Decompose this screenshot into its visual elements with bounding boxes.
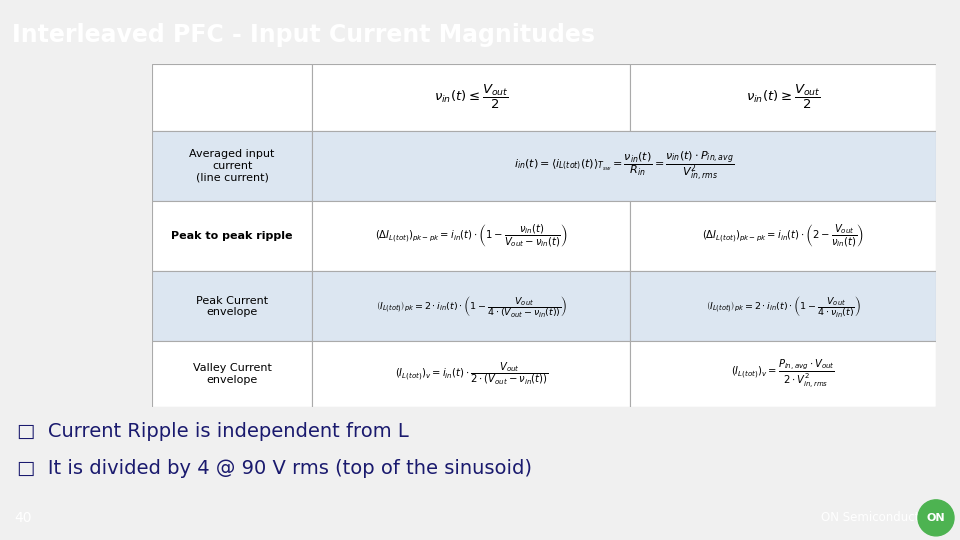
FancyBboxPatch shape xyxy=(312,64,630,131)
Ellipse shape xyxy=(918,500,954,536)
Text: Averaged input
current
(line current): Averaged input current (line current) xyxy=(189,149,275,183)
FancyBboxPatch shape xyxy=(152,64,312,131)
FancyBboxPatch shape xyxy=(312,201,630,271)
FancyBboxPatch shape xyxy=(630,271,936,341)
Text: 40: 40 xyxy=(14,511,32,525)
FancyBboxPatch shape xyxy=(152,341,312,407)
Text: $\left(I_{L(tot)}\right)_{v} = \dfrac{P_{in,avg} \cdot V_{out}}{2 \cdot V_{in,rm: $\left(I_{L(tot)}\right)_{v} = \dfrac{P_… xyxy=(732,358,835,390)
Text: $(\Delta I_{L(tot)})_{pk-pk} = i_{in}(t) \cdot \left(2 - \dfrac{V_{out}}{\nu_{in: $(\Delta I_{L(tot)})_{pk-pk} = i_{in}(t)… xyxy=(703,222,864,249)
FancyBboxPatch shape xyxy=(152,201,312,271)
Text: $\nu_{in}(t) \leq \dfrac{V_{out}}{2}$: $\nu_{in}(t) \leq \dfrac{V_{out}}{2}$ xyxy=(434,83,509,111)
FancyBboxPatch shape xyxy=(152,131,312,201)
Text: ON Semiconductor®: ON Semiconductor® xyxy=(821,511,943,524)
Text: $\nu_{in}(t) \geq \dfrac{V_{out}}{2}$: $\nu_{in}(t) \geq \dfrac{V_{out}}{2}$ xyxy=(746,83,821,111)
FancyBboxPatch shape xyxy=(312,341,630,407)
Text: $i_{in}(t) = \langle i_{L(tot)}(t) \rangle_{T_{sw}} = \dfrac{\nu_{in}(t)}{R_{in}: $i_{in}(t) = \langle i_{L(tot)}(t) \rang… xyxy=(514,150,734,182)
Text: Peak Current
envelope: Peak Current envelope xyxy=(196,295,268,317)
FancyBboxPatch shape xyxy=(630,64,936,131)
Text: $\left(I_{L(tot)}\right)_{v} = i_{in}(t) \cdot \dfrac{V_{out}}{2 \cdot (V_{out} : $\left(I_{L(tot)}\right)_{v} = i_{in}(t)… xyxy=(395,361,548,387)
Text: Interleaved PFC - Input Current Magnitudes: Interleaved PFC - Input Current Magnitud… xyxy=(12,23,594,47)
FancyBboxPatch shape xyxy=(312,131,936,201)
FancyBboxPatch shape xyxy=(312,271,630,341)
FancyBboxPatch shape xyxy=(630,201,936,271)
Text: $(\Delta I_{L(tot)})_{pk-pk} = i_{in}(t) \cdot \left(1 - \dfrac{\nu_{in}(t)}{V_{: $(\Delta I_{L(tot)})_{pk-pk} = i_{in}(t)… xyxy=(375,222,567,249)
Text: Peak to peak ripple: Peak to peak ripple xyxy=(171,231,293,241)
Text: $\left(I_{L(tot)}\right)_{pk} = 2 \cdot i_{in}(t) \cdot \left(1 - \dfrac{V_{out}: $\left(I_{L(tot)}\right)_{pk} = 2 \cdot … xyxy=(375,294,567,319)
FancyBboxPatch shape xyxy=(152,271,312,341)
Text: Valley Current
envelope: Valley Current envelope xyxy=(193,363,272,385)
Text: ON: ON xyxy=(926,513,946,523)
FancyBboxPatch shape xyxy=(630,341,936,407)
Text: □  It is divided by 4 @ 90 V rms (top of the sinusoid): □ It is divided by 4 @ 90 V rms (top of … xyxy=(17,460,532,478)
Text: □  Current Ripple is independent from L: □ Current Ripple is independent from L xyxy=(17,422,409,441)
Text: $\left(I_{L(tot)}\right)_{pk} = 2 \cdot i_{in}(t) \cdot \left(1 - \dfrac{V_{out}: $\left(I_{L(tot)}\right)_{pk} = 2 \cdot … xyxy=(706,294,860,319)
